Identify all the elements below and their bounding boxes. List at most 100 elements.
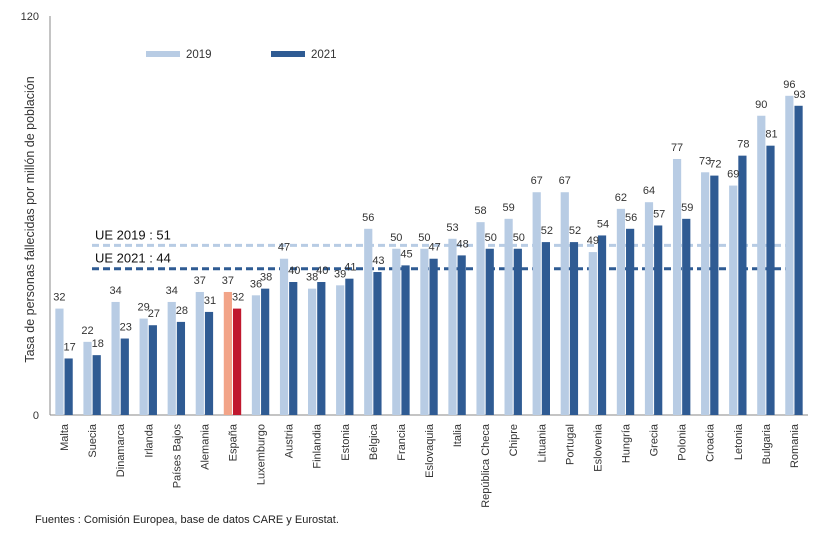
category-label: Chipre	[508, 424, 520, 456]
data-label-2021: 93	[793, 89, 805, 101]
data-label-2019: 34	[109, 285, 121, 297]
bar-2021	[204, 311, 214, 415]
data-label-2021: 31	[204, 295, 216, 307]
category-label: Países Bajos	[171, 424, 183, 489]
bar-2019	[701, 172, 710, 415]
bar-2019	[83, 341, 92, 415]
data-label-2019: 34	[166, 285, 178, 297]
bar-2021	[148, 325, 157, 415]
data-label-2019: 53	[446, 222, 458, 234]
data-label-2021: 59	[681, 202, 693, 214]
data-label-2019: 90	[755, 99, 767, 111]
data-label-2021: 72	[709, 159, 721, 171]
category-label: Portugal	[564, 424, 576, 465]
data-label-2019: 38	[306, 272, 318, 284]
data-label-2019: 50	[418, 232, 430, 244]
data-label-2019: 59	[502, 202, 514, 214]
category-label: Finlandia	[312, 423, 324, 469]
data-label-2019: 49	[587, 235, 599, 247]
data-label-2021: 41	[344, 262, 356, 274]
data-label-2021: 40	[316, 265, 328, 277]
y-tick-label: 0	[33, 410, 39, 422]
bar-2019	[532, 192, 541, 415]
bar-2019	[560, 192, 569, 415]
category-labels: Malta Suecia Dinamarca Irlanda Países Bajos A…	[59, 423, 801, 508]
bar-2019	[308, 288, 317, 415]
bar-2021	[569, 242, 579, 415]
data-label-2019: 58	[474, 205, 486, 217]
category-label: Croacia	[705, 423, 717, 462]
category-label: Alemania	[199, 423, 211, 470]
category-label: Letonia	[733, 423, 745, 460]
bar-2019	[588, 252, 597, 415]
data-label-2019: 62	[615, 192, 627, 204]
bar-2019	[504, 218, 513, 415]
category-label: Lituania	[536, 423, 548, 462]
bar-2021	[64, 358, 73, 415]
category-label: República Checa	[480, 423, 492, 508]
legend-label-2021: 2021	[311, 49, 337, 61]
data-label-2021: 56	[625, 212, 637, 224]
category-label: España	[227, 423, 239, 461]
bar-2021	[626, 228, 635, 415]
data-label-2019: 36	[250, 278, 262, 290]
category-label: Bélgica	[368, 423, 380, 460]
bar-2019	[616, 208, 626, 415]
data-label-2021: 43	[372, 255, 384, 267]
data-label-2021: 47	[428, 242, 440, 254]
category-label: Hungría	[621, 423, 633, 463]
bar-2021	[766, 145, 775, 416]
y-tick-label: 120	[21, 11, 39, 23]
category-label: Grecia	[649, 423, 661, 456]
data-label-2021: 54	[597, 218, 609, 230]
bar-2021	[176, 321, 186, 415]
bar-2021	[345, 278, 354, 415]
legend-swatch-2021	[271, 51, 305, 57]
bar-2019	[223, 291, 232, 415]
category-label: Irlanda	[143, 423, 155, 458]
y-axis-label: Tasa de personas fallecidas por millón d…	[23, 76, 37, 362]
bar-2021	[541, 242, 550, 415]
category-label: Luxemburgo	[256, 424, 268, 485]
category-label: Estonia	[340, 423, 352, 461]
bar-2019	[392, 248, 401, 415]
data-label-2021: 81	[765, 129, 777, 141]
bar-2021	[682, 218, 691, 415]
data-label-2019: 39	[334, 268, 346, 280]
bar-2021	[513, 248, 522, 415]
source-note: Fuentes : Comisión Europea, base de dato…	[35, 514, 339, 526]
bar-2019	[420, 248, 429, 415]
data-label-2019: 47	[278, 242, 290, 254]
data-label-2021: 27	[148, 308, 160, 320]
category-label: Bulgaria	[761, 423, 773, 464]
data-label-2021: 78	[737, 139, 749, 151]
data-labels: 3217221834232927342837313732363847403840…	[53, 79, 805, 354]
bar-2019	[785, 95, 794, 416]
data-label-2021: 52	[541, 225, 553, 237]
bar-2021	[794, 105, 803, 416]
data-label-2019: 67	[531, 175, 543, 187]
bar-2021	[485, 248, 494, 415]
data-label-2021: 23	[120, 322, 132, 334]
data-label-2019: 37	[194, 275, 206, 287]
category-label: Italia	[452, 423, 464, 447]
bar-2019	[195, 291, 204, 415]
chart-axes: 0 120	[21, 11, 808, 422]
bar-2021	[401, 265, 410, 415]
bar-2021	[261, 288, 270, 415]
bar-2021	[457, 255, 466, 415]
bar-2019	[729, 185, 738, 415]
category-label: Suecia	[87, 423, 99, 458]
data-label-2021: 32	[232, 292, 244, 304]
bar-2021	[738, 155, 747, 415]
category-label: Dinamarca	[115, 423, 127, 477]
data-label-2019: 73	[699, 155, 711, 167]
data-label-2019: 77	[671, 142, 683, 154]
data-label-2019: 67	[559, 175, 571, 187]
bar-2019	[167, 301, 176, 415]
legend-swatch-2019	[146, 51, 180, 57]
data-label-2021: 48	[457, 238, 469, 250]
bar-2019	[448, 238, 457, 415]
data-label-2019: 69	[727, 169, 739, 181]
data-label-2021: 45	[400, 248, 412, 260]
